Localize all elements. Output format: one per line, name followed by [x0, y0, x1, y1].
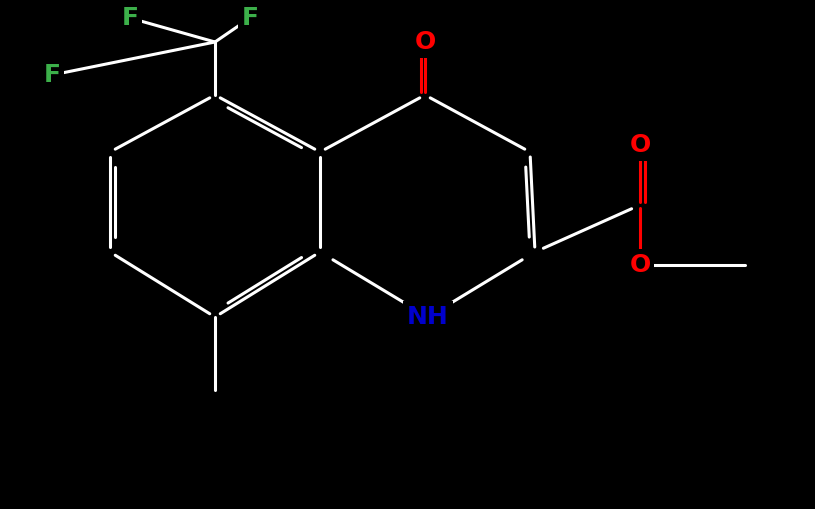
Text: O: O — [414, 30, 436, 54]
Text: F: F — [43, 63, 60, 87]
Text: F: F — [241, 6, 258, 30]
Text: O: O — [629, 253, 650, 277]
Text: O: O — [629, 133, 650, 157]
Text: F: F — [121, 6, 139, 30]
Text: NH: NH — [408, 305, 449, 329]
